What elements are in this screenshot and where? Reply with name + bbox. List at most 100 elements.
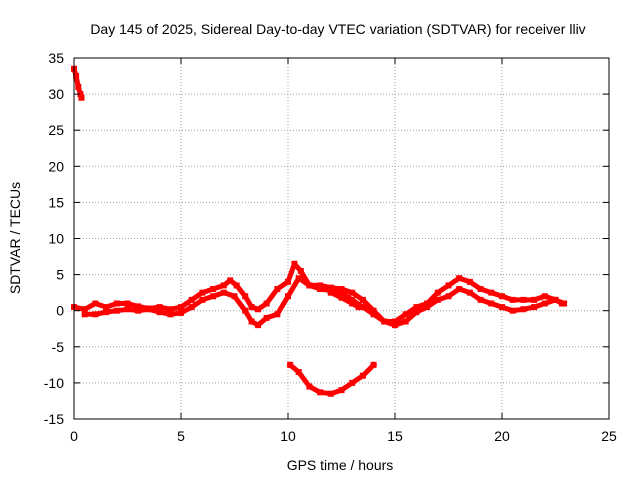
data-point [402, 318, 409, 325]
data-point [370, 307, 377, 314]
data-point [541, 300, 548, 307]
data-point [477, 296, 484, 303]
y-axis-label: SDTVAR / TECUs [7, 182, 23, 294]
data-point [370, 361, 377, 368]
y-tick-label: 30 [48, 86, 64, 102]
y-tick-label: -5 [52, 339, 65, 355]
data-point [355, 304, 362, 311]
data-point [381, 318, 388, 325]
data-point [274, 286, 281, 293]
data-point [124, 300, 131, 307]
data-point [488, 300, 495, 307]
data-point [220, 289, 227, 296]
data-point [327, 289, 334, 296]
data-point [113, 300, 120, 307]
data-point [156, 304, 163, 311]
data-point [359, 296, 366, 303]
y-tick-label: 20 [48, 158, 64, 174]
data-point [392, 322, 398, 329]
data-point [210, 286, 217, 293]
data-point [233, 282, 240, 289]
data-point [92, 311, 99, 318]
tick-layer: 0 5 10 15 20 25 -15 -10 -5 0 5 10 15 20 25 30 35 [44, 50, 617, 444]
data-point [124, 306, 131, 313]
x-tick-label: 10 [280, 428, 296, 444]
data-point [285, 278, 291, 285]
data-point [285, 293, 291, 300]
data-point [531, 304, 538, 311]
data-point [103, 309, 110, 316]
x-tick-label: 25 [601, 428, 617, 444]
data-point [295, 369, 302, 376]
data-point [520, 296, 527, 303]
data-point [520, 306, 527, 313]
data-point [287, 361, 294, 368]
data-point [456, 275, 463, 282]
chart-title: Day 145 of 2025, Sidereal Day-to-day VTE… [90, 21, 585, 37]
data-point [255, 322, 262, 329]
data-point [220, 282, 227, 289]
y-tick-label: 35 [48, 50, 64, 66]
x-axis-label: GPS time / hours [287, 457, 394, 473]
data-point [338, 387, 345, 394]
x-tick-label: 15 [387, 428, 403, 444]
data-point [552, 296, 559, 303]
data-point [434, 296, 441, 303]
data-point [92, 300, 99, 307]
data-point [263, 314, 270, 321]
data-point [263, 300, 270, 307]
data-point [392, 318, 398, 325]
data-point [145, 306, 152, 313]
data-point [558, 300, 565, 307]
data-point [445, 282, 452, 289]
x-tick-label: 20 [494, 428, 510, 444]
data-point [413, 304, 420, 311]
data-point [248, 304, 255, 311]
data-point [231, 293, 238, 300]
data-point [509, 307, 516, 314]
data-point [199, 289, 206, 296]
data-point [73, 73, 80, 80]
data-point [135, 303, 142, 310]
data-point [531, 296, 538, 303]
data-point [227, 277, 234, 284]
data-point [81, 306, 88, 313]
data-point [156, 309, 163, 316]
data-point [77, 91, 84, 98]
data-point [255, 306, 262, 313]
data-point [424, 304, 431, 311]
x-tick-label: 0 [70, 428, 78, 444]
data-point [338, 286, 345, 293]
y-tick-label: 10 [48, 231, 64, 247]
data-point [188, 296, 195, 303]
data-point [499, 304, 505, 311]
data-point [297, 267, 304, 274]
data-point [178, 309, 184, 316]
data-point [103, 304, 110, 311]
data-point [306, 282, 313, 289]
x-tick-label: 5 [177, 428, 185, 444]
data-point [509, 296, 516, 303]
series-layer [70, 65, 568, 397]
grid-layer [74, 58, 609, 419]
data-point [78, 94, 85, 101]
data-point [242, 293, 249, 300]
series-line-arc-low [286, 361, 378, 397]
data-point [541, 293, 548, 300]
data-point [135, 307, 142, 314]
data-point [291, 260, 298, 267]
data-point [499, 293, 505, 300]
data-point [167, 306, 174, 313]
data-point [306, 383, 313, 390]
data-point [327, 390, 334, 397]
data-point [402, 311, 409, 318]
data-point [445, 293, 452, 300]
data-point [81, 311, 88, 318]
data-point [370, 311, 377, 318]
data-point [248, 318, 255, 325]
data-point [188, 304, 195, 311]
y-tick-label: 25 [48, 122, 64, 138]
data-point [295, 275, 302, 282]
data-point [466, 278, 473, 285]
